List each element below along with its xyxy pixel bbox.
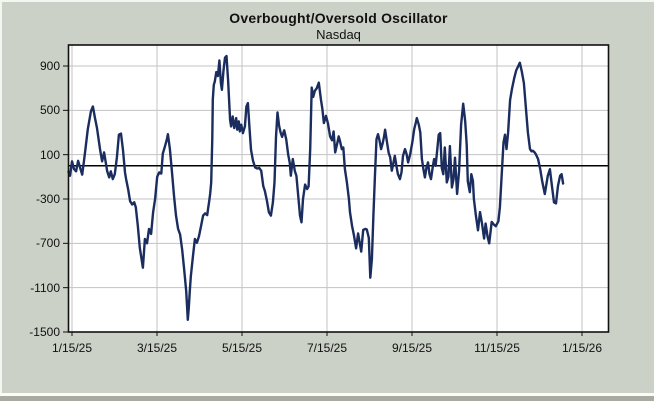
bevel-bottom-highlight <box>0 393 654 396</box>
bevel-bottom-shadow <box>0 396 654 401</box>
y-axis-label: 900 <box>39 59 60 73</box>
y-axis-label: 500 <box>39 103 60 118</box>
y-axis-label: -1500 <box>29 325 60 339</box>
plot-border <box>67 44 610 333</box>
chart-subtitle: Nasdaq <box>316 27 361 42</box>
y-axis-label: -700 <box>35 236 60 251</box>
x-axis-label: 1/15/26 <box>561 341 603 355</box>
x-axis-label: 11/15/25 <box>474 341 520 355</box>
plot-area <box>68 45 609 332</box>
x-axis-label: 9/15/25 <box>391 341 433 355</box>
oscillator-line <box>67 54 565 321</box>
x-axis-label: 1/15/25 <box>51 341 93 355</box>
chart-title: Overbought/Oversold Oscillator <box>229 10 448 26</box>
y-axis-label: 100 <box>39 147 60 162</box>
x-axis-label: 5/15/25 <box>221 341 263 355</box>
bevel-left-edge <box>0 0 2 395</box>
y-axis-label: -300 <box>35 192 60 206</box>
y-axis-label: -1100 <box>30 280 60 295</box>
x-axis-label: 3/15/25 <box>136 341 178 355</box>
x-axis-label: 7/15/25 <box>306 341 348 355</box>
bevel-top-edge <box>0 0 654 2</box>
